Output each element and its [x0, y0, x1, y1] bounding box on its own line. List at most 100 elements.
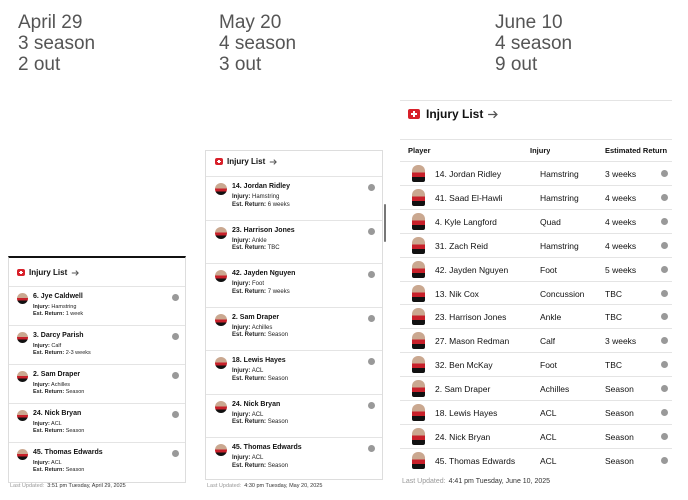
field-label: Injury:: [33, 382, 50, 388]
player-row: 14. Jordan Ridley Injury: Hamstring Est. R…: [206, 176, 382, 221]
heading-line: May 20: [219, 12, 282, 33]
injury-panel: Injury List 14. Jordan Ridley Injury: Hams…: [205, 150, 383, 480]
player-avatar: [412, 427, 425, 445]
field-label: Est. Return:: [33, 389, 65, 395]
info-icon[interactable]: [661, 265, 668, 273]
player-injury: Injury: Achilles: [33, 382, 70, 388]
info-icon[interactable]: [661, 456, 668, 464]
player-name: 18. Lewis Hayes: [232, 357, 286, 364]
player-avatar: [215, 270, 227, 282]
field-value: Calf: [51, 343, 62, 349]
player-injury: Injury: Calf: [33, 343, 61, 349]
player-injury: Quad: [540, 216, 561, 227]
info-icon[interactable]: [661, 385, 668, 393]
player-name: 2. Sam Draper: [435, 384, 491, 395]
footer-label: Last Updated:: [402, 478, 446, 485]
last-updated: Last Updated: 4:41 pm Tuesday, June 10, 2…: [402, 478, 550, 485]
info-icon[interactable]: [172, 411, 179, 418]
player-avatar: [215, 400, 227, 413]
player-avatar: [412, 188, 425, 206]
heading-line: 2 out: [18, 54, 61, 75]
panel-title[interactable]: Injury List: [17, 268, 80, 277]
player-injury: Hamstring: [540, 169, 579, 179]
footer-label: Last Updated:: [207, 483, 242, 489]
info-icon[interactable]: [661, 170, 668, 177]
player-return: Est. Return: Season: [33, 389, 84, 395]
player-row: 3. Darcy Parish Injury: Calf Est. Return: …: [9, 325, 185, 365]
player-avatar: [412, 380, 425, 398]
field-value: Season: [267, 375, 289, 382]
player-name: 13. Nik Cox: [435, 288, 479, 299]
field-label: Injury:: [33, 460, 50, 466]
info-icon[interactable]: [172, 294, 179, 301]
table-row: 42. Jayden Nguyen Foot 5 weeks: [400, 256, 672, 282]
info-icon[interactable]: [368, 314, 375, 322]
player-injury: Injury: Achilles: [232, 325, 272, 331]
field-value: TBC: [267, 245, 280, 251]
field-value: ACL: [251, 455, 264, 461]
panel-title[interactable]: Injury List: [408, 107, 499, 121]
player-name: 41. Saad El-Hawli: [435, 192, 503, 203]
player-avatar: [17, 332, 28, 343]
player-return: Est. Return: 7 weeks: [232, 289, 290, 295]
player-row: 2. Sam Draper Injury: Achilles Est. Return…: [206, 306, 382, 352]
player-row: 2. Sam Draper Injury: Achilles Est. Return…: [9, 364, 185, 404]
info-icon[interactable]: [172, 450, 179, 457]
panel-title-text: Injury List: [29, 268, 68, 277]
player-name: 42. Jayden Nguyen: [435, 264, 509, 275]
heading-line: 3 season: [18, 33, 96, 54]
field-label: Est. Return:: [232, 419, 267, 425]
table-row: 23. Harrison Jones Ankle TBC: [400, 304, 672, 329]
player-avatar: [215, 226, 227, 239]
info-icon[interactable]: [368, 358, 375, 365]
player-return: 4 weeks: [605, 192, 637, 203]
player-injury: Concussion: [540, 288, 585, 299]
field-value: Hamstring: [252, 194, 280, 200]
heading-line: April 29: [18, 12, 83, 33]
field-label: Injury:: [232, 194, 251, 200]
player-name: 45. Thomas Edwards: [232, 444, 302, 451]
player-return: 4 weeks: [605, 216, 637, 227]
info-icon[interactable]: [661, 337, 668, 345]
player-return: Season: [605, 455, 634, 466]
info-icon[interactable]: [661, 361, 668, 369]
info-icon[interactable]: [172, 372, 179, 379]
info-icon[interactable]: [661, 217, 668, 225]
info-icon[interactable]: [661, 313, 668, 321]
player-return: Est. Return: Season: [232, 463, 288, 469]
info-icon[interactable]: [368, 271, 375, 278]
info-icon[interactable]: [172, 333, 179, 340]
field-value: Hamstring: [51, 304, 77, 310]
player-avatar: [412, 356, 425, 374]
field-label: Injury:: [33, 343, 50, 349]
info-icon[interactable]: [661, 193, 668, 201]
column-heading: May 20 4 season 3 out: [219, 12, 296, 75]
info-icon[interactable]: [661, 241, 668, 249]
player-name: 45. Thomas Edwards: [33, 449, 103, 456]
player-injury: Injury: ACL: [232, 412, 263, 418]
field-value: ACL: [51, 421, 62, 427]
info-icon[interactable]: [368, 184, 375, 191]
player-avatar: [215, 444, 227, 456]
player-name: 18. Lewis Hayes: [435, 408, 498, 418]
info-icon[interactable]: [368, 227, 375, 235]
first-aid-icon: [17, 269, 25, 276]
panel-title[interactable]: Injury List: [215, 157, 278, 166]
last-updated: Last Updated: 3:51 pm Tuesday, April 29, …: [10, 483, 126, 489]
player-avatar: [412, 212, 425, 230]
info-icon[interactable]: [661, 432, 668, 440]
column-heading: April 29 3 season 2 out: [18, 12, 95, 75]
info-icon[interactable]: [368, 445, 375, 452]
heading-line: 9 out: [495, 54, 538, 75]
field-value: Season: [267, 419, 289, 425]
info-icon[interactable]: [661, 409, 668, 416]
info-icon[interactable]: [661, 289, 668, 297]
column-heading: June 10 4 season 9 out: [495, 12, 572, 75]
footer-label: Last Updated:: [10, 483, 45, 489]
player-avatar: [17, 449, 28, 460]
table-row: 27. Mason Redman Calf 3 weeks: [400, 328, 672, 353]
player-row: 24. Nick Bryan Injury: ACL Est. Return: Se…: [9, 403, 185, 443]
info-icon[interactable]: [368, 401, 375, 409]
table-row: 18. Lewis Hayes ACL Season: [400, 400, 672, 425]
